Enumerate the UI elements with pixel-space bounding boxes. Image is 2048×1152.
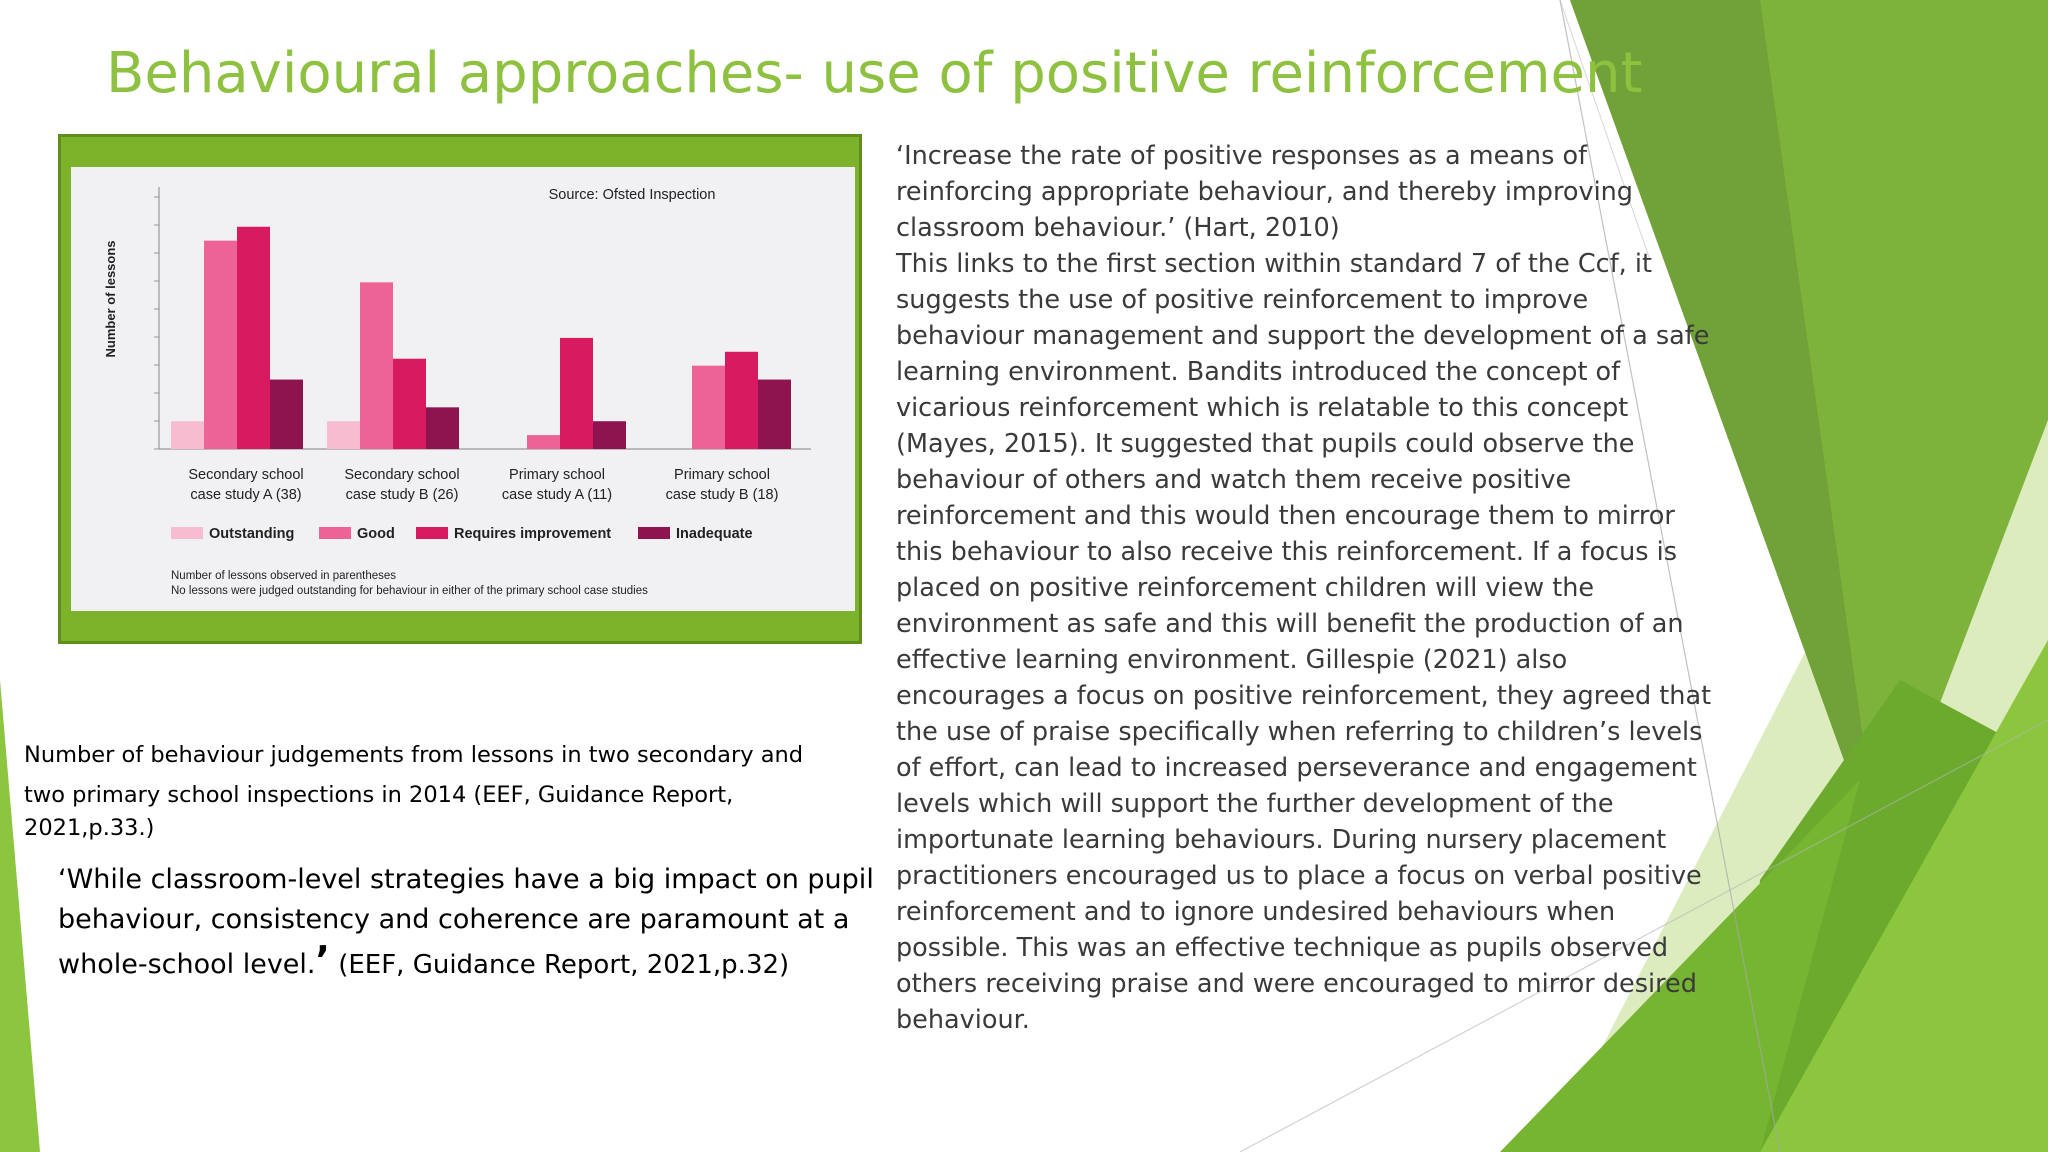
bar-outstanding-0 (171, 421, 204, 449)
body-text-line: of effort, can lead to increased perseve… (896, 753, 1697, 783)
chart-category-labels: Secondary school case study A (38) Seconda… (188, 467, 778, 503)
quote-citation: (EEF, Guidance Report, 2021,p.32) (329, 950, 790, 980)
bar-outstanding-1 (327, 421, 360, 449)
body-text-line: classroom behaviour.’ (Hart, 2010) (896, 213, 1340, 243)
body-text-line: vicarious reinforcement which is relatab… (896, 393, 1629, 423)
caption-line-2: two primary school inspections in 2014 (… (24, 782, 734, 808)
category-label: Secondary school (188, 467, 303, 483)
body-text-line: effective learning environment. Gillespi… (896, 645, 1568, 675)
bar-requires-improvement-3 (725, 351, 758, 449)
category-label: case study B (26) (346, 487, 459, 503)
legend-swatch (416, 527, 448, 539)
chart-bars (171, 226, 791, 449)
category-label: case study B (18) (666, 487, 779, 503)
caption-line-1: Number of behaviour judgements from less… (24, 742, 804, 768)
decor-shape-left-sliver (0, 680, 40, 1152)
body-text-line: others receiving praise and were encoura… (896, 969, 1697, 999)
quote-closing-mark: ’ (315, 938, 330, 982)
chart-ylabel: Number of lessons (103, 240, 118, 357)
body-text-line: environment as safe and this will benefi… (896, 609, 1684, 639)
decor-shape-bottom-right (1760, 640, 2048, 1152)
category-label: Primary school (674, 467, 770, 483)
decor-line-2 (1239, 719, 2048, 1152)
bar-requires-improvement-2 (560, 337, 593, 449)
body-text-line: suggests the use of positive reinforceme… (896, 285, 1589, 315)
quote-line-3: whole-school level.’ (EEF, Guidance Repo… (58, 940, 878, 985)
legend-swatch (319, 527, 351, 539)
body-text-line: reinforcement and to ignore undesired be… (896, 897, 1616, 927)
body-text-line: behaviour management and support the dev… (896, 321, 1710, 351)
body-text-line: behaviour. (896, 1005, 1030, 1035)
eef-quote: ‘While classroom-level strategies have a… (58, 860, 878, 985)
bar-requires-improvement-0 (237, 226, 270, 449)
chart-panel: Source: Ofsted Inspection Number of less… (71, 167, 855, 611)
body-text-line: ‘Increase the rate of positive responses… (896, 141, 1588, 171)
chart-image-frame: Source: Ofsted Inspection Number of less… (58, 134, 862, 644)
bar-inadequate-0 (270, 379, 303, 449)
chart-legend: Outstanding Good Requires improvement Inade… (171, 526, 753, 542)
legend-label: Good (357, 526, 395, 542)
body-text-line: reinforcement and this would then encour… (896, 501, 1675, 531)
chart-note-1: Number of lessons observed in parenthese… (171, 570, 396, 582)
decor-line-3 (1559, 0, 1651, 261)
legend-label: Requires improvement (454, 526, 611, 542)
quote-line-2: behaviour, consistency and coherence are… (58, 904, 850, 935)
body-text-line: placed on positive reinforcement childre… (896, 573, 1595, 603)
body-text-line: levels which will support the further de… (896, 789, 1614, 819)
chart-y-ticks (154, 196, 159, 450)
quote-line-1: ‘While classroom-level strategies have a… (58, 864, 874, 895)
bar-requires-improvement-1 (393, 358, 426, 449)
decor-shape-bottom-left-triangle (1500, 780, 1860, 1152)
legend-swatch (171, 527, 203, 539)
category-label: Secondary school (344, 467, 459, 483)
body-text-line: the use of praise specifically when refe… (896, 717, 1703, 747)
body-text-line: behaviour of others and watch them recei… (896, 465, 1572, 495)
body-text-line: learning environment. Bandits introduced… (896, 357, 1621, 387)
body-text-line: reinforcing appropriate behaviour, and t… (896, 177, 1633, 207)
body-text-line: This links to the first section within s… (896, 249, 1652, 279)
slide-title: Behavioural approaches- use of positive … (106, 41, 1643, 106)
body-text-line: possible. This was an effective techniqu… (896, 933, 1669, 963)
legend-swatch (638, 527, 670, 539)
bar-inadequate-2 (593, 421, 626, 449)
legend-label: Outstanding (209, 526, 294, 542)
bar-good-2 (527, 435, 560, 449)
bar-good-3 (692, 365, 725, 449)
quote-line-3-main: whole-school level. (58, 949, 316, 980)
chart-note-2: No lessons were judged outstanding for b… (171, 585, 648, 597)
behaviour-judgements-chart: Source: Ofsted Inspection Number of less… (103, 187, 811, 597)
bar-inadequate-1 (426, 407, 459, 449)
chart-caption: Number of behaviour judgements from less… (24, 735, 844, 841)
body-text: ‘Increase the rate of positive responses… (896, 138, 1712, 1038)
decor-shape-dark-band (1570, 0, 1880, 860)
category-label: case study A (11) (502, 487, 612, 503)
category-label: case study A (38) (190, 487, 301, 503)
chart-source: Source: Ofsted Inspection (549, 187, 716, 203)
bar-good-0 (204, 240, 237, 449)
category-label: Primary school (509, 467, 605, 483)
decor-line-1 (1559, 0, 1781, 1152)
body-text-line: encourages a focus on positive reinforce… (896, 681, 1712, 711)
body-text-line: importunate learning behaviours. During … (896, 825, 1667, 855)
body-text-line: (Mayes, 2015). It suggested that pupils … (896, 429, 1635, 459)
legend-label: Inadequate (676, 526, 753, 542)
body-text-line: this behaviour to also receive this rein… (896, 537, 1677, 567)
bar-inadequate-3 (758, 379, 791, 449)
body-text-line: practitioners encouraged us to place a f… (896, 861, 1702, 891)
bar-good-1 (360, 282, 393, 449)
caption-line-3: 2021,p.33.) (24, 815, 155, 841)
